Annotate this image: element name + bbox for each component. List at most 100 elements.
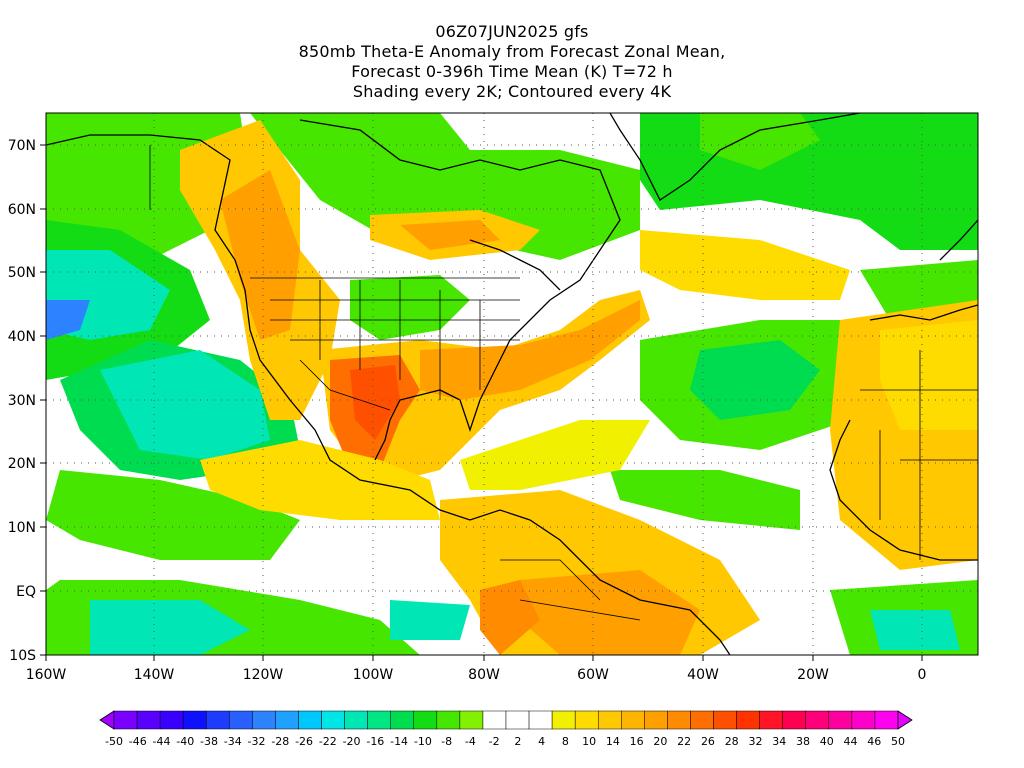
lat-label: EQ bbox=[16, 584, 36, 600]
colorbar-label: -14 bbox=[390, 735, 408, 748]
colorbar-swatch bbox=[736, 710, 760, 730]
colorbar-label: 2 bbox=[514, 735, 521, 748]
colorbar-swatch bbox=[597, 710, 622, 730]
colorbar-swatch bbox=[782, 710, 807, 730]
axis-ticks bbox=[40, 144, 923, 661]
lon-label: 160W bbox=[26, 667, 67, 683]
title-shading: Shading every 2K; Contoured every 4K bbox=[352, 82, 672, 101]
colorbar-swatch bbox=[505, 710, 530, 730]
colorbar-label: 50 bbox=[891, 735, 905, 748]
colorbar-swatch bbox=[851, 710, 876, 730]
colorbar-swatch bbox=[367, 710, 391, 730]
negative-anomaly-shading bbox=[46, 113, 978, 655]
lat-label: 40N bbox=[8, 329, 36, 345]
lon-label: 0 bbox=[918, 667, 927, 683]
colorbar-label: -22 bbox=[319, 735, 337, 748]
colorbar-swatch bbox=[621, 710, 645, 730]
colorbar-label: 46 bbox=[867, 735, 881, 748]
title-forecast: Forecast 0-396h Time Mean (K) T=72 h bbox=[351, 62, 673, 81]
colorbar-swatch bbox=[667, 710, 691, 730]
lat-label: 50N bbox=[8, 265, 36, 281]
colorbar-label: 16 bbox=[630, 735, 644, 748]
lon-label: 140W bbox=[134, 667, 175, 683]
colorbar-swatch bbox=[690, 710, 714, 730]
colorbar-swatch bbox=[459, 710, 484, 730]
colorbar-swatch bbox=[205, 710, 230, 730]
colorbar-label: -2 bbox=[489, 735, 500, 748]
colorbar-label: -46 bbox=[129, 735, 147, 748]
colorbar-label: 26 bbox=[701, 735, 715, 748]
colorbar-label: 28 bbox=[725, 735, 739, 748]
colorbar-label: -32 bbox=[248, 735, 266, 748]
lat-label: 60N bbox=[8, 202, 36, 218]
colorbar bbox=[99, 710, 913, 730]
colorbar-label: -40 bbox=[176, 735, 194, 748]
lon-label: 100W bbox=[353, 667, 394, 683]
colorbar-swatch bbox=[298, 710, 322, 730]
colorbar-swatch bbox=[321, 710, 345, 730]
lat-label: 10S bbox=[9, 648, 36, 664]
colorbar-label: 8 bbox=[562, 735, 569, 748]
colorbar-label: 14 bbox=[606, 735, 620, 748]
colorbar-label: -50 bbox=[105, 735, 123, 748]
colorbar-label: 44 bbox=[843, 735, 857, 748]
positive-anomaly-shading bbox=[180, 120, 978, 655]
colorbar-swatch bbox=[759, 710, 783, 730]
colorbar-swatch bbox=[113, 710, 138, 730]
colorbar-labels: -50 -46 -44 -40 -38 -34 -32 -28 -26 -22 -20 -16 -14-… bbox=[105, 735, 905, 748]
colorbar-label: -26 bbox=[295, 735, 313, 748]
colorbar-swatch bbox=[136, 710, 161, 730]
colorbar-label: 40 bbox=[820, 735, 834, 748]
latitude-labels: 70N 60N 50N 40N 30N 20N 10N EQ 10S bbox=[8, 138, 36, 664]
political-boundaries bbox=[149, 145, 978, 621]
colorbar-swatch bbox=[805, 710, 830, 730]
colorbar-extend-high bbox=[897, 710, 913, 730]
colorbar-swatch bbox=[551, 710, 576, 730]
title-block: 06Z07JUN2025 gfs 850mb Theta-E Anomaly f… bbox=[0, 22, 1024, 102]
colorbar-swatch bbox=[252, 710, 276, 730]
longitude-labels: 160W 140W 120W 100W 80W 60W 40W 20W 0 bbox=[26, 667, 927, 683]
lon-label: 60W bbox=[577, 667, 609, 683]
colorbar-swatch bbox=[528, 710, 553, 730]
lon-label: 80W bbox=[468, 667, 500, 683]
colorbar-label: -8 bbox=[441, 735, 452, 748]
colorbar-swatch bbox=[344, 710, 368, 730]
lon-label: 40W bbox=[687, 667, 719, 683]
colorbar-label: -44 bbox=[153, 735, 171, 748]
colorbar-swatch bbox=[574, 710, 599, 730]
colorbar-label: -28 bbox=[271, 735, 289, 748]
colorbar-extend-low bbox=[99, 710, 115, 730]
title-variable: 850mb Theta-E Anomaly from Forecast Zona… bbox=[298, 42, 726, 61]
colorbar-swatch bbox=[390, 710, 415, 730]
colorbar-swatch bbox=[159, 710, 184, 730]
colorbar-label: -38 bbox=[200, 735, 218, 748]
title-run-time: 06Z07JUN2025 gfs bbox=[435, 22, 589, 41]
colorbar-swatch bbox=[874, 710, 899, 730]
colorbar-swatch bbox=[436, 710, 461, 730]
lat-label: 10N bbox=[8, 520, 36, 536]
lon-label: 120W bbox=[243, 667, 284, 683]
map-plot-area bbox=[46, 113, 978, 655]
map-frame bbox=[45, 112, 979, 656]
colorbar-label: 20 bbox=[653, 735, 667, 748]
colorbar-label: -10 bbox=[414, 735, 432, 748]
lat-label: 20N bbox=[8, 456, 36, 472]
colorbar-label: -20 bbox=[343, 735, 361, 748]
colorbar-label: 4 bbox=[538, 735, 545, 748]
coastlines bbox=[46, 113, 978, 655]
colorbar-swatch bbox=[482, 710, 507, 730]
lat-label: 30N bbox=[8, 393, 36, 409]
colorbar-label: 32 bbox=[748, 735, 762, 748]
colorbar-swatch bbox=[413, 710, 438, 730]
colorbar-label: -4 bbox=[465, 735, 476, 748]
colorbar-label: 10 bbox=[582, 735, 596, 748]
lon-label: 20W bbox=[797, 667, 829, 683]
colorbar-swatch bbox=[275, 710, 299, 730]
colorbar-label: 38 bbox=[796, 735, 810, 748]
colorbar-swatch bbox=[644, 710, 668, 730]
colorbar-swatch bbox=[713, 710, 737, 730]
colorbar-swatch bbox=[182, 710, 207, 730]
colorbar-label: 34 bbox=[772, 735, 786, 748]
colorbar-label: 22 bbox=[677, 735, 691, 748]
